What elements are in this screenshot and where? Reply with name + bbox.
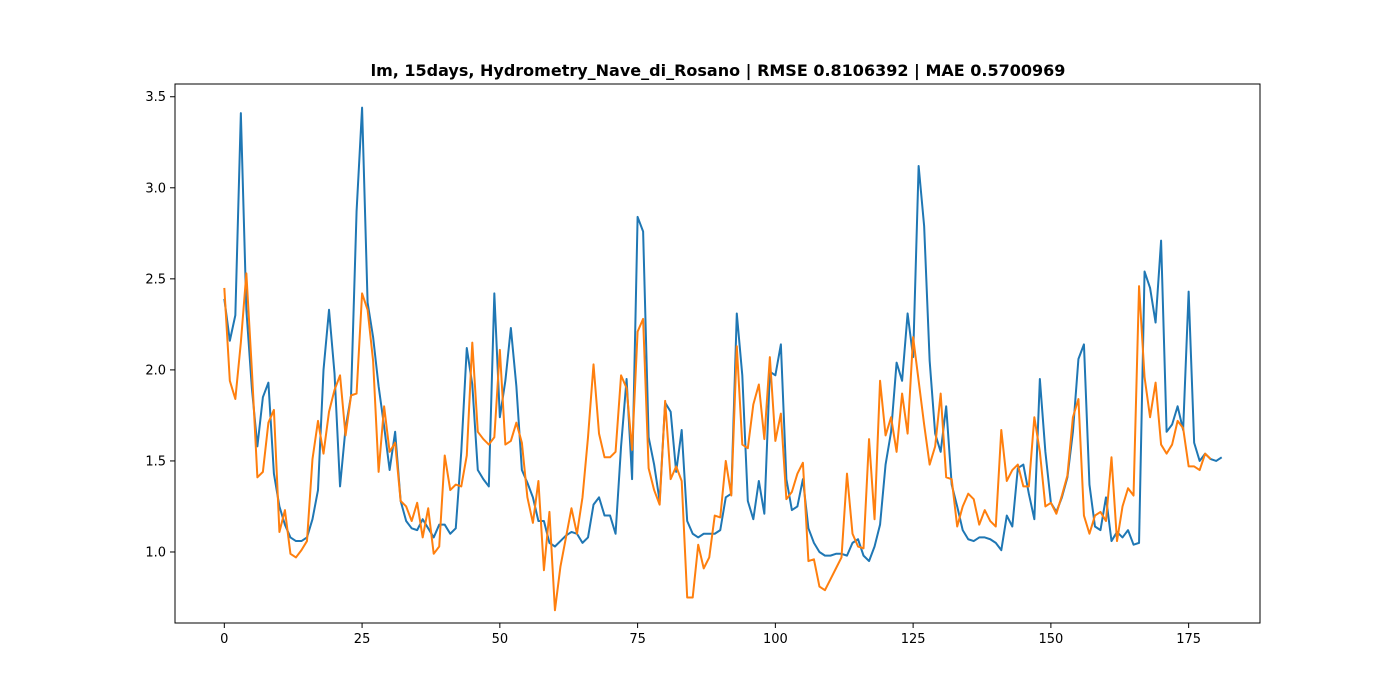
y-tick-label: 1.5 <box>145 454 166 469</box>
y-tick-label: 2.5 <box>145 272 166 287</box>
chart-title: lm, 15days, Hydrometry_Nave_di_Rosano | … <box>371 61 1066 81</box>
x-tick-label: 50 <box>492 632 509 647</box>
y-tick-label: 3.0 <box>145 181 166 196</box>
series-line-2 <box>223 272 1212 612</box>
x-tick-label: 125 <box>901 632 926 647</box>
x-tick-label: 0 <box>220 632 228 647</box>
y-tick-label: 3.5 <box>145 90 166 105</box>
plot-content: 0 25 50 75 100 125 150 175 1.0 1.5 2.0 2.5 3.0 3.5 <box>145 90 1223 647</box>
y-tick-label: 2.0 <box>145 363 166 378</box>
x-tick-label: 25 <box>354 632 371 647</box>
x-tick-label: 150 <box>1038 632 1063 647</box>
x-tick-label: 75 <box>629 632 646 647</box>
y-tick-label: 1.0 <box>145 545 166 560</box>
x-tick-label: 100 <box>763 632 788 647</box>
plot-frame <box>174 83 1261 624</box>
x-tick-label: 175 <box>1176 632 1201 647</box>
